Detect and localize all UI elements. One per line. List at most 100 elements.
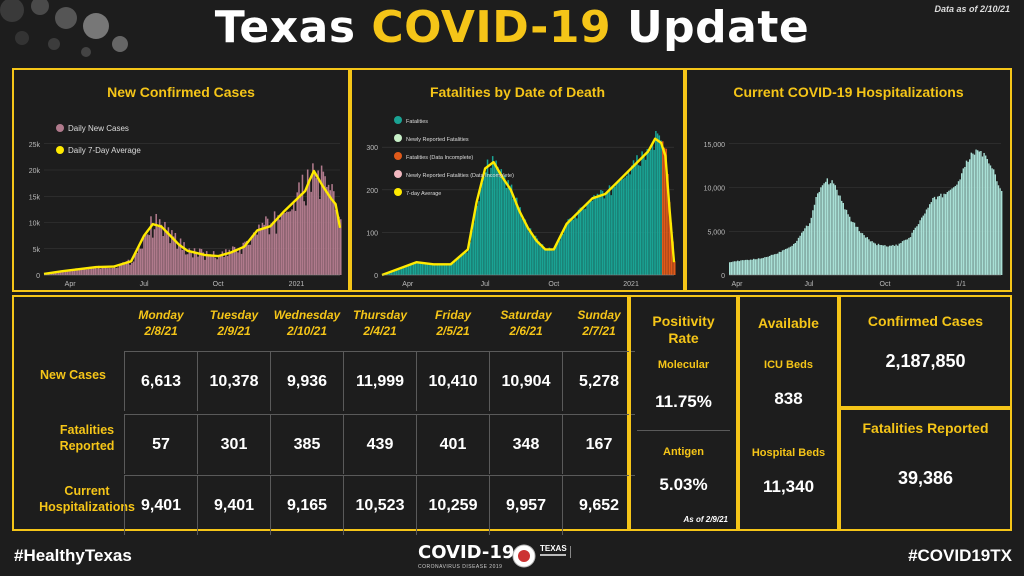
average-line — [43, 169, 342, 276]
molecular-value: 11.75% — [655, 392, 712, 411]
bar — [999, 188, 1001, 275]
bar — [440, 264, 442, 275]
bar — [581, 207, 583, 275]
bar — [634, 164, 637, 275]
table-cell: 9,957 — [489, 475, 562, 535]
bar — [132, 261, 135, 275]
bar — [759, 258, 761, 275]
fatalities-chart: 0 100 200 300 Apr Jul Oct 2021 Fatalities Newly R… — [366, 116, 676, 288]
bar — [178, 243, 180, 275]
day-date: 2/5/21 — [436, 324, 470, 338]
title-part-2: COVID-19 — [371, 2, 612, 53]
bar — [817, 193, 819, 275]
bar — [495, 160, 497, 275]
bar — [324, 176, 326, 275]
day-date: 2/10/21 — [286, 324, 328, 338]
bar — [146, 234, 149, 275]
bar — [733, 261, 736, 275]
x-tick-label: 2021 — [289, 281, 305, 288]
day-header: Thursday 2/4/21 — [343, 307, 417, 339]
bar — [94, 268, 97, 275]
bar — [853, 222, 856, 275]
bar — [732, 261, 734, 275]
bar — [78, 268, 81, 275]
bar — [970, 152, 972, 275]
bar — [627, 171, 630, 275]
legend-swatch — [56, 146, 64, 154]
bar — [115, 267, 117, 275]
bar — [783, 249, 785, 275]
bar — [296, 192, 299, 275]
bar — [804, 228, 806, 275]
bar — [646, 148, 649, 275]
bar — [507, 180, 509, 275]
bar — [961, 173, 963, 275]
bar — [667, 173, 669, 275]
bar — [981, 156, 984, 275]
bar — [780, 251, 782, 275]
bar — [485, 172, 487, 275]
bar — [247, 244, 250, 275]
bar — [258, 224, 260, 275]
bar — [975, 149, 977, 275]
bar — [313, 173, 316, 275]
table-cell: 11,999 — [343, 351, 416, 411]
bar — [286, 211, 288, 275]
bar — [54, 272, 56, 275]
bar — [810, 217, 812, 275]
bar — [59, 271, 62, 275]
bar — [572, 219, 575, 275]
bar — [903, 240, 905, 275]
bar — [406, 266, 408, 275]
bar — [232, 246, 234, 275]
healthy-texas-hashtag: #HealthyTexas — [14, 546, 132, 565]
bar — [558, 240, 561, 275]
bar — [150, 216, 152, 275]
bar — [221, 251, 224, 275]
bar — [994, 174, 996, 275]
bar — [607, 191, 609, 275]
table-cell: 10,259 — [416, 475, 489, 535]
y-tick-label: 0 — [36, 273, 40, 280]
bar — [893, 245, 896, 275]
bar — [933, 196, 936, 275]
bar — [151, 237, 154, 275]
y-tick-label: 0 — [721, 273, 725, 280]
day-date: 2/6/21 — [509, 324, 543, 338]
bar — [818, 191, 820, 275]
bar — [155, 213, 157, 275]
table-cell: 10,410 — [416, 351, 489, 411]
bar — [815, 196, 817, 275]
bar — [390, 271, 393, 275]
bar — [553, 249, 556, 275]
bar — [340, 219, 342, 275]
table-cell: 167 — [562, 414, 635, 474]
bar — [916, 226, 918, 275]
bar — [174, 233, 177, 275]
bar — [454, 262, 456, 275]
x-tick-label: Jul — [481, 281, 490, 288]
bar — [636, 155, 638, 275]
bar — [87, 268, 90, 275]
bar — [985, 155, 987, 275]
x-tick-label: Jul — [805, 281, 814, 288]
bar — [148, 235, 151, 275]
bar — [730, 262, 732, 275]
bar — [629, 174, 631, 275]
confirmed-cases-value: 2,187,850 — [885, 351, 966, 371]
bar — [809, 223, 811, 275]
bar — [651, 142, 654, 275]
bar — [510, 184, 513, 275]
bar — [948, 190, 950, 275]
fatalities-reported-label: Fatalities Reported — [862, 420, 989, 436]
bar — [967, 161, 969, 275]
covid-logo-text: COVID-19 — [418, 542, 515, 563]
title-part-1: Texas — [214, 2, 356, 53]
bar — [754, 259, 756, 275]
bar — [144, 235, 147, 275]
bar — [524, 219, 527, 275]
day-name: Tuesday — [209, 308, 259, 322]
data-as-of: Data as of 2/10/21 — [934, 4, 1010, 14]
day-header: Friday 2/5/21 — [416, 307, 490, 339]
bar — [118, 265, 121, 275]
